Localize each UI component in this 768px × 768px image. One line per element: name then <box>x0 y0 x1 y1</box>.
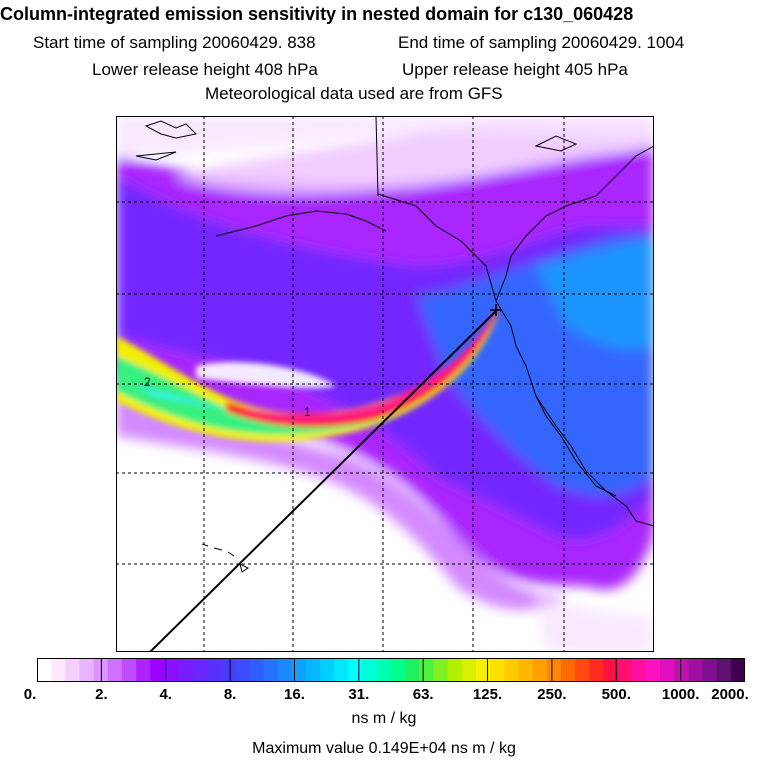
sensitivity-field <box>116 116 654 652</box>
colorbar-segment <box>221 658 236 682</box>
colorbar-tick-label: 250. <box>537 686 567 703</box>
map-frame <box>116 116 654 652</box>
colorbar-segment <box>291 658 307 682</box>
colorbar-segment <box>334 658 350 682</box>
colorbar-segment <box>306 658 321 682</box>
colorbar-segment <box>178 658 194 682</box>
colorbar-tick-label: 2. <box>95 686 108 703</box>
colorbar-tick-label: 8. <box>223 686 237 703</box>
contour-label-1: 1 <box>304 405 311 419</box>
colorbar-segment <box>730 658 745 682</box>
colorbar-segment <box>362 658 378 682</box>
colorbar-segment <box>164 658 180 682</box>
colorbar-segment <box>348 658 364 682</box>
colorbar-segment <box>433 658 449 682</box>
colorbar-segment <box>447 658 463 682</box>
colorbar-tick-label: 31. <box>348 686 370 703</box>
colorbar-tick-label: 125. <box>472 686 503 703</box>
colorbar-tick-label: 500. <box>601 686 631 703</box>
colorbar-segment <box>121 658 137 682</box>
colorbar-segment <box>674 658 689 682</box>
end-time-label: End time of sampling 20060429. 1004 <box>398 33 685 52</box>
colorbar-segment <box>235 658 250 682</box>
lower-release-label: Lower release height 408 hPa <box>92 60 318 79</box>
colorbar-segment <box>532 658 548 682</box>
low-sensitivity-patch <box>196 362 336 389</box>
colorbar-segment <box>660 658 675 682</box>
colorbar-segment <box>617 658 633 682</box>
colorbar-frame <box>37 658 745 682</box>
units-label: ns m / kg <box>351 710 417 727</box>
colorbar-segment <box>603 658 619 682</box>
colorbar-segment <box>461 658 477 682</box>
colorbar-segment <box>546 658 562 682</box>
contour-label-2: 2 <box>144 375 151 389</box>
colorbar-segment <box>277 658 293 682</box>
colorbar-tick-label: 1000. <box>661 686 700 703</box>
plot-title: Column-integrated emission sensitivity i… <box>0 4 634 24</box>
colorbar-segment <box>51 658 66 682</box>
colorbar-tick-label: 0. <box>23 686 37 703</box>
colorbar-tick-label: 63. <box>412 686 434 703</box>
sensitivity-map: 2 1 <box>116 116 654 652</box>
colorbar-segment <box>79 658 95 682</box>
colorbar-segment <box>419 658 435 682</box>
flight-track <box>149 310 497 652</box>
met-data-label: Meteorological data used are from GFS <box>205 84 503 103</box>
release-point-marker <box>490 304 502 316</box>
colorbar-segment <box>518 658 534 682</box>
colorbar-segment <box>206 658 222 682</box>
colorbar-segment <box>37 658 52 682</box>
colorbar-segment <box>560 658 576 682</box>
colorbar-segment <box>475 658 491 682</box>
colorbar-segment <box>589 658 604 682</box>
colorbar-segment <box>716 658 732 682</box>
colorbar-tick-label: 4. <box>159 686 172 703</box>
upper-release-label: Upper release height 405 hPa <box>402 60 628 79</box>
colorbar-segment <box>702 658 718 682</box>
colorbar-segment <box>631 658 647 682</box>
colorbar-segment <box>504 658 520 682</box>
colorbar-segment <box>65 658 81 682</box>
start-time-label: Start time of sampling 20060429. 838 <box>33 33 316 52</box>
lat-lon-grid <box>116 116 654 652</box>
colorbar-segment <box>192 658 208 682</box>
colorbar-segment <box>249 658 265 682</box>
colorbar <box>37 658 745 682</box>
colorbar-segment <box>391 658 406 682</box>
colorbar-segment <box>320 658 335 682</box>
colorbar-segment <box>405 658 420 682</box>
colorbar-segment <box>688 658 704 682</box>
colorbar-segment <box>490 658 505 682</box>
colorbar-segment <box>645 658 661 682</box>
colorbar-segment <box>136 658 151 682</box>
colorbar-segment <box>107 658 123 682</box>
max-value-label: Maximum value 0.149E+04 ns m / kg <box>252 740 516 757</box>
colorbar-segment <box>263 658 279 682</box>
colorbar-segment <box>150 658 166 682</box>
colorbar-segment <box>575 658 590 682</box>
colorbar-tick-label: 2000. <box>711 686 749 703</box>
colorbar-segment <box>376 658 392 682</box>
colorbar-tick-label: 16. <box>284 686 305 703</box>
